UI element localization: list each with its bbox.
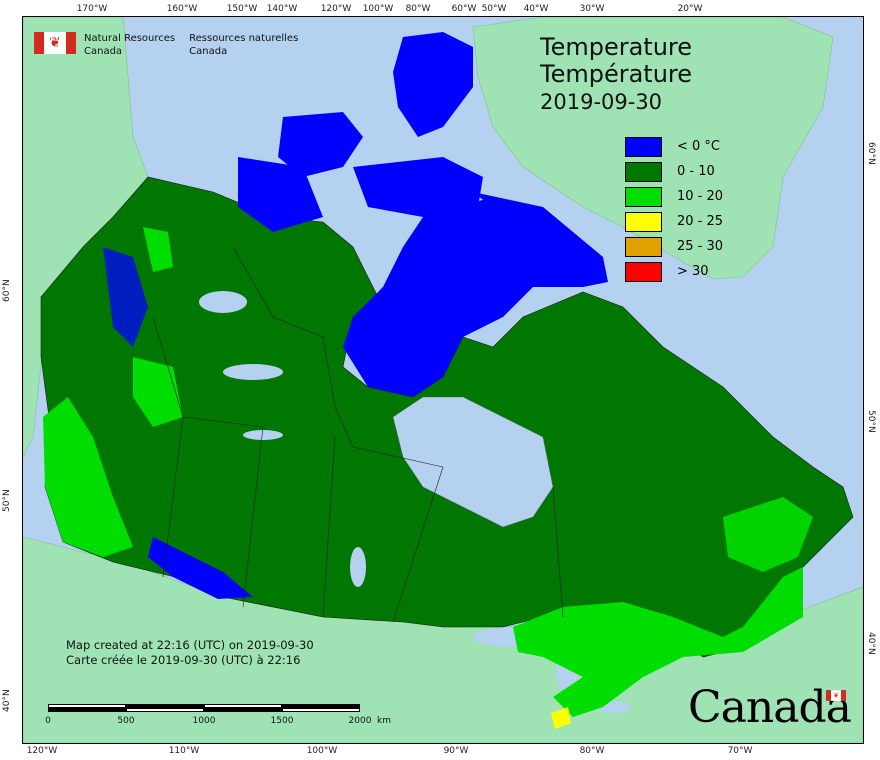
map-title: Temperature Température 2019-09-30 [540,34,692,116]
tick-top-label: 160°W [166,4,198,14]
arctic-ellesmere [393,32,473,137]
legend-swatch [625,161,662,182]
tick-top-label: 80°W [405,4,431,14]
scale-label: 500 [117,716,135,726]
org-name-en: Natural Resources Canada [84,32,175,58]
arctic-baffin-east [473,192,608,287]
tick-top-label: 120°W [320,4,352,14]
scale-label: 1000 [192,716,216,726]
tick-top-label: 150°W [226,4,258,14]
tick-top-label: 140°W [266,4,298,14]
scale-segment [204,708,282,712]
tick-bottom-label: 80°W [579,746,605,756]
rockies-cold [148,537,253,599]
legend-item: 20 - 25 [625,209,723,234]
tick-top-label: 60°W [451,4,477,14]
org-name-fr-line2: Canada [189,46,228,57]
arctic-islands-west [278,112,363,177]
temperature-legend: < 0 °C 0 - 10 10 - 20 20 - 25 25 - 30 > … [625,134,723,284]
legend-swatch [625,136,662,157]
title-en: Temperature [540,33,693,61]
tick-left-label: 50°N [2,489,12,512]
org-name-fr-line1: Ressources naturelles [189,33,299,44]
scale-label: 2000 [348,716,372,726]
legend-label: > 30 [677,264,709,279]
scale-segment [48,704,126,708]
bc-coast-mild [43,397,133,557]
scale-segment [48,708,126,712]
title-fr: Température [540,60,693,88]
southern-ontario-quebec-mild [513,567,803,717]
tick-right-label: 60°N [866,142,876,165]
credit-en: Map created at 22:16 (UTC) on 2019-09-30 [66,638,314,652]
scale-segment [126,704,204,708]
org-name-en-line2: Canada [84,46,123,57]
yukon-mild [143,227,173,272]
scale-label: 1500 [270,716,294,726]
scale-segment [204,704,282,708]
legend-label: 25 - 30 [677,239,724,254]
tick-left-label: 60°N [2,279,12,302]
tick-bottom-label: 110°W [168,746,200,756]
credit-fr: Carte créée le 2019-09-30 (UTC) à 22:16 [66,653,301,667]
legend-item: < 0 °C [625,134,723,159]
maritimes-mild [723,497,813,572]
tick-top-label: 100°W [362,4,394,14]
tick-top-label: 50°W [481,4,507,14]
scale-segment [282,708,360,712]
tick-top-label: 40°W [523,4,549,14]
scale-unit: km [377,716,391,726]
southern-ontario-warm [551,707,571,729]
map-frame [22,16,864,744]
org-name-fr: Ressources naturelles Canada [189,32,298,58]
title-date: 2019-09-30 [540,90,663,114]
tick-top-label: 20°W [677,4,703,14]
arctic-central [353,157,483,217]
tick-right-label: 50°N [866,410,876,433]
tick-top-label: 30°W [579,4,605,14]
arctic-baffin [343,197,583,397]
lake-winnipeg [350,547,366,587]
scale-label: 0 [45,716,51,726]
legend-label: 10 - 20 [677,189,724,204]
scale-bar [48,704,360,714]
temperature-map [23,17,863,743]
tick-bottom-label: 70°W [727,746,753,756]
northwest-cold [103,247,148,347]
great-bear-lake [199,291,247,313]
canada-wordmark: Canada [688,682,852,733]
tick-left-label: 40°N [2,689,12,712]
legend-item: 0 - 10 [625,159,723,184]
arctic-victoria [238,157,323,232]
tick-bottom-label: 90°W [443,746,469,756]
legend-swatch [625,236,662,257]
legend-item: 25 - 30 [625,234,723,259]
tick-bottom-label: 120°W [26,746,58,756]
legend-label: 20 - 25 [677,214,724,229]
legend-swatch [625,186,662,207]
legend-swatch [625,211,662,232]
wordmark-flag-icon: ❦ [826,690,846,701]
canada-flag-icon: ❦ [34,32,76,54]
scale-segment [282,704,360,708]
scale-segment [126,708,204,712]
lake-athabasca [243,430,283,440]
great-slave-lake [223,364,283,380]
nrcan-logo: ❦ Natural Resources Canada Ressources na… [34,32,312,58]
legend-swatch [625,261,662,282]
legend-label: < 0 °C [677,139,721,154]
legend-item: > 30 [625,259,723,284]
tick-bottom-label: 100°W [306,746,338,756]
tick-top-label: 170°W [76,4,108,14]
legend-label: 0 - 10 [677,164,715,179]
tick-right-label: 40°N [866,632,876,655]
province-boundaries [152,246,564,623]
legend-item: 10 - 20 [625,184,723,209]
map-credit: Map created at 22:16 (UTC) on 2019-09-30… [66,638,314,668]
org-name-en-line1: Natural Resources [84,33,176,44]
hudson-bay [392,396,554,528]
